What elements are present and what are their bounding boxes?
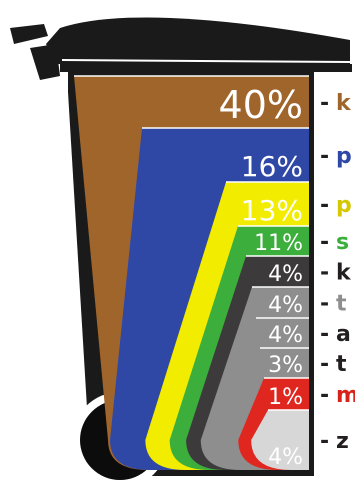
legend-dash-6: - [320, 292, 329, 317]
legend-category-10: z [336, 429, 349, 454]
bin-rim [30, 44, 60, 80]
percent-label-10: 4% [268, 445, 303, 470]
legend-dash-4: - [320, 230, 329, 255]
bin-lid [10, 17, 352, 80]
legend-category-7: a [336, 322, 351, 347]
legend-category-5: k [336, 261, 352, 286]
percent-label-9: 1% [268, 385, 303, 410]
legend-dash-1: - [320, 91, 329, 116]
legend-category-9: m [336, 383, 355, 408]
legend-dash-7: - [320, 322, 329, 347]
legend-category-3: p [336, 193, 352, 218]
bin-rim-band [60, 64, 352, 72]
percent-label-8: 3% [268, 353, 303, 378]
bin-handle [10, 24, 48, 44]
legend-category-1: k [336, 91, 352, 116]
percent-label-3: 13% [241, 194, 303, 227]
legend-category-4: s [336, 230, 349, 255]
legend-dash-5: - [320, 261, 329, 286]
segments [74, 75, 309, 470]
percent-label-7: 4% [268, 323, 303, 348]
percent-label-6: 4% [268, 293, 303, 318]
bin-rim-highlight [61, 59, 351, 63]
legend-dash-2: - [320, 144, 329, 169]
percent-label-5: 4% [268, 262, 303, 287]
legend-dash-8: - [320, 352, 329, 377]
percent-label-1: 40% [219, 83, 303, 127]
legend: - k-p-p-s-k-t-a-t-m-z [320, 91, 355, 454]
percent-label-4: 11% [254, 231, 303, 256]
legend-dash-3: - [320, 193, 329, 218]
legend-category-8: t [336, 352, 347, 377]
segment-10 [251, 410, 309, 470]
percent-label-2: 16% [241, 150, 303, 183]
bin-lid-top [46, 17, 350, 66]
legend-category-2: p [336, 144, 352, 169]
legend-dash-10: - [320, 429, 329, 454]
percent-labels: 40% 16% 13% 11% 4% 4% 4% 3% 1% 4% [219, 83, 303, 470]
legend-category-6: t [336, 292, 347, 317]
legend-dash-9: - [320, 383, 329, 408]
